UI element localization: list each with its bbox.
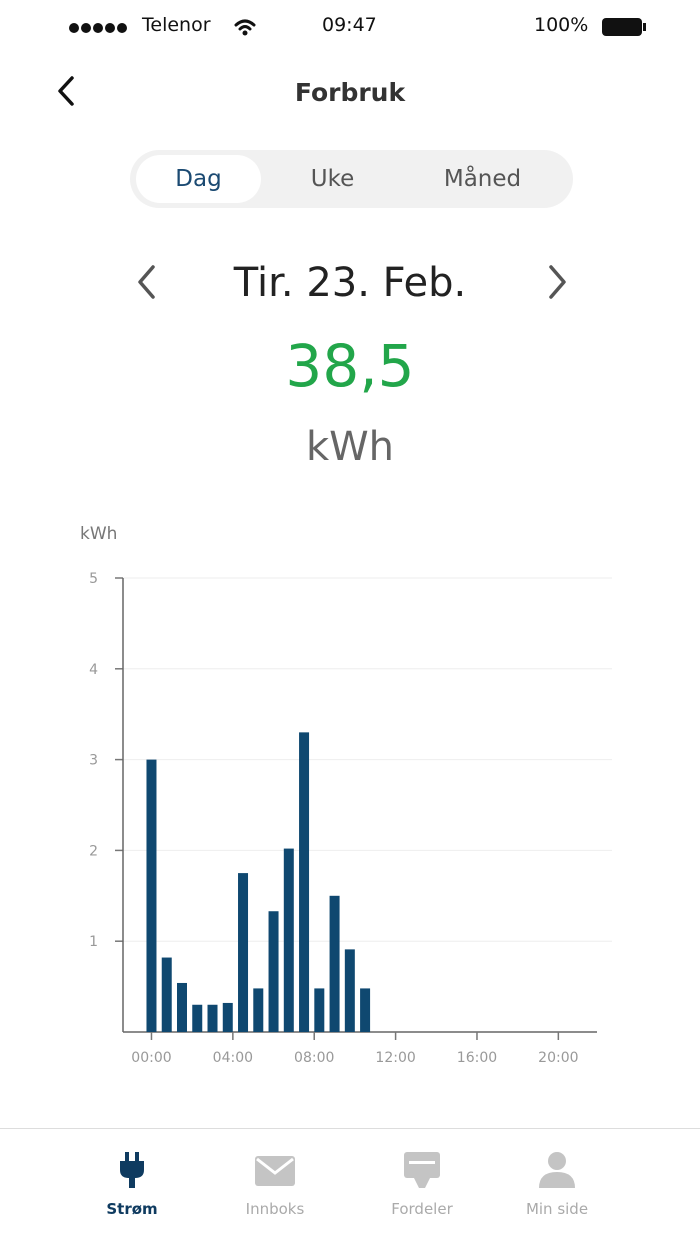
nav-label: Strøm [106, 1200, 158, 1218]
total-unit: kWh [305, 424, 395, 470]
bar [238, 873, 249, 1032]
carrier: Telenor [142, 14, 211, 36]
x-tick-label: 00:00 [131, 1050, 171, 1066]
y-tick-label: 4 [89, 662, 98, 678]
x-tick-label: 08:00 [294, 1050, 334, 1066]
bar [344, 949, 355, 1032]
nav-label: Min side [525, 1200, 589, 1218]
back-button[interactable] [52, 74, 82, 110]
tab-week[interactable]: Uke [310, 166, 355, 192]
battery-percent: 100% [534, 14, 589, 36]
nav-label: Fordeler [391, 1200, 453, 1218]
x-tick-label: 16:00 [457, 1050, 497, 1066]
nav-icon [255, 1156, 295, 1186]
wifi-icon [234, 19, 256, 36]
nav-icon [539, 1152, 575, 1188]
bar [222, 1002, 233, 1032]
period-switch: Dag Uke Måned [130, 150, 573, 208]
x-tick-label: 20:00 [538, 1050, 578, 1066]
bar [146, 759, 157, 1032]
date-label: Tir. 23. Feb. [233, 260, 467, 306]
bar [268, 911, 279, 1032]
page-title: Forbruk [294, 78, 406, 107]
nav-profile[interactable]: Min side [497, 1150, 617, 1218]
battery-icon [602, 18, 646, 36]
nav-icon [120, 1152, 144, 1188]
y-tick-label: 3 [89, 753, 98, 769]
nav-label: Innboks [245, 1200, 305, 1218]
nav-power[interactable]: Strøm [72, 1150, 192, 1218]
tab-day[interactable]: Dag [136, 155, 261, 203]
tab-month[interactable]: Måned [443, 166, 522, 192]
bar [283, 848, 294, 1032]
signal-dots [68, 18, 128, 40]
bar [299, 732, 310, 1032]
next-date[interactable] [545, 264, 571, 300]
clock: 09:47 [322, 14, 377, 36]
nav-divider [0, 1128, 700, 1129]
prev-date[interactable] [133, 264, 159, 300]
y-tick-label: 1 [89, 934, 98, 950]
bar [253, 988, 264, 1032]
nav-inbox[interactable]: Innboks [215, 1150, 335, 1218]
bar [192, 1004, 203, 1032]
bar [314, 988, 325, 1032]
y-tick-label: 2 [89, 843, 98, 859]
bar [161, 957, 172, 1032]
nav-benefits[interactable]: Fordeler [362, 1150, 482, 1218]
bar [176, 982, 187, 1032]
total-value: 38,5 [285, 332, 415, 400]
y-tick-label: 5 [89, 571, 98, 587]
y-axis-label: kWh [80, 524, 117, 544]
x-tick-label: 04:00 [213, 1050, 253, 1066]
x-tick-label: 12:00 [375, 1050, 415, 1066]
chart: kWh 1 2 3 4 5 00:00 04:00 08:00 12:00 16:00 20:00 [80, 524, 612, 1066]
nav-icon [404, 1152, 440, 1188]
bar [360, 988, 371, 1032]
bar [329, 895, 340, 1032]
bar [207, 1004, 218, 1032]
